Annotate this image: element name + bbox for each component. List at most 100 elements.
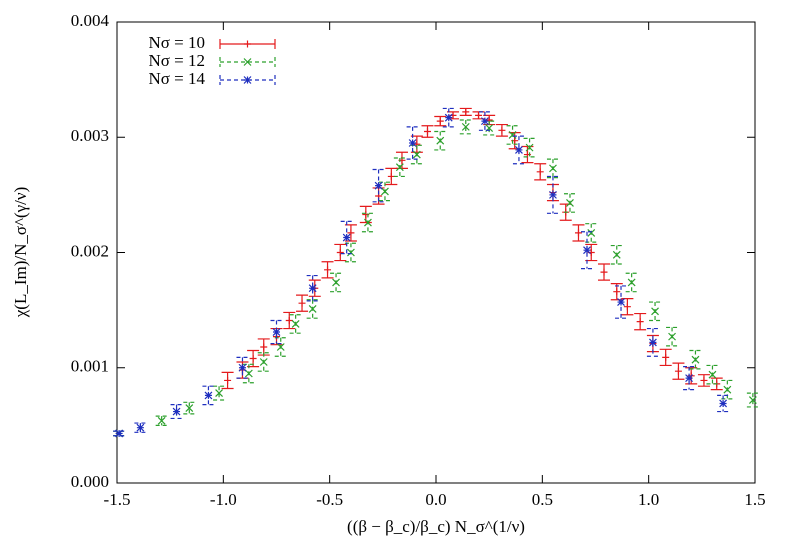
marker — [408, 139, 417, 147]
marker — [691, 355, 700, 364]
y-tick-label: 0.000 — [71, 472, 109, 491]
marker — [347, 248, 355, 257]
marker — [308, 284, 317, 293]
marker — [298, 299, 306, 307]
marker — [364, 218, 372, 227]
marker — [395, 163, 404, 172]
marker — [662, 353, 670, 361]
marker — [381, 187, 389, 196]
marker — [387, 172, 395, 180]
x-tick-label: -0.5 — [316, 490, 343, 509]
legend-sample — [219, 75, 276, 85]
x-tick-label: 0.0 — [425, 490, 446, 509]
marker — [566, 199, 574, 207]
marker — [612, 250, 621, 259]
error-bar — [683, 365, 696, 391]
x-axis-label: ((β − β_c)/β_c) N_σ^(1/ν) — [347, 517, 525, 536]
marker — [412, 150, 421, 159]
marker — [574, 229, 582, 237]
marker — [525, 143, 534, 152]
x-tick-label: 0.5 — [532, 490, 553, 509]
marker — [342, 233, 351, 242]
marker — [347, 229, 355, 237]
error-bar — [270, 319, 283, 345]
marker — [587, 228, 596, 237]
error-bar — [580, 231, 593, 270]
legend-sample — [219, 57, 276, 67]
error-bar — [306, 274, 319, 302]
marker — [475, 111, 483, 119]
x-tick-label: -1.5 — [104, 490, 131, 509]
marker — [444, 113, 453, 122]
marker — [617, 298, 625, 306]
marker — [291, 320, 300, 328]
marker — [259, 358, 268, 366]
marker — [249, 355, 257, 363]
marker — [723, 385, 732, 394]
marker — [185, 404, 194, 413]
marker — [260, 343, 268, 351]
legend-label: Nσ = 10 — [148, 33, 205, 52]
legend-marker — [243, 58, 252, 66]
legend-marker — [243, 76, 252, 84]
marker — [651, 307, 659, 316]
marker — [648, 338, 657, 347]
marker — [636, 318, 644, 326]
marker — [308, 305, 317, 313]
y-axis-label: χ(L_Im)/N_σ^(γ/ν) — [11, 187, 30, 319]
marker — [115, 429, 124, 438]
marker — [436, 136, 445, 145]
marker — [276, 343, 285, 351]
marker — [549, 190, 557, 199]
marker — [515, 146, 523, 154]
marker — [613, 288, 621, 296]
error-bar — [183, 401, 196, 415]
plot-frame — [116, 21, 756, 484]
x-tick-label: 1.0 — [638, 490, 659, 509]
marker — [480, 117, 489, 126]
marker — [336, 249, 344, 256]
marker — [157, 416, 166, 425]
marker — [536, 168, 544, 176]
marker — [285, 316, 293, 324]
marker — [238, 363, 247, 372]
marker — [549, 164, 557, 173]
y-tick-label: 0.004 — [71, 11, 110, 30]
marker — [627, 278, 636, 287]
marker — [668, 332, 676, 341]
error-bar — [170, 404, 183, 420]
legend-label: Nσ = 14 — [148, 69, 205, 88]
marker — [583, 246, 591, 255]
error-bar — [459, 119, 472, 135]
marker — [204, 391, 213, 400]
error-bar — [213, 385, 226, 401]
error-bar — [155, 415, 168, 426]
marker — [332, 278, 340, 287]
legend-marker — [244, 40, 251, 48]
marker — [508, 131, 517, 139]
marker — [748, 396, 757, 404]
marker — [700, 376, 708, 384]
marker — [215, 389, 224, 398]
marker — [623, 303, 631, 311]
marker — [719, 399, 728, 408]
error-bar — [646, 327, 659, 357]
y-tick-label: 0.003 — [71, 126, 109, 145]
error-bar — [512, 135, 525, 165]
marker — [244, 369, 253, 378]
y-tick-label: 0.001 — [71, 357, 109, 376]
marker — [136, 423, 145, 432]
marker — [172, 407, 181, 416]
x-tick-label: 1.5 — [744, 490, 765, 509]
x-tick-label: -1.0 — [210, 490, 237, 509]
marker — [498, 126, 506, 134]
marker — [324, 266, 332, 274]
marker — [461, 122, 470, 131]
marker — [600, 268, 608, 276]
marker — [462, 108, 470, 116]
marker — [674, 367, 682, 375]
y-tick-label: 0.002 — [71, 241, 109, 260]
marker — [272, 328, 281, 336]
marker — [436, 117, 444, 125]
